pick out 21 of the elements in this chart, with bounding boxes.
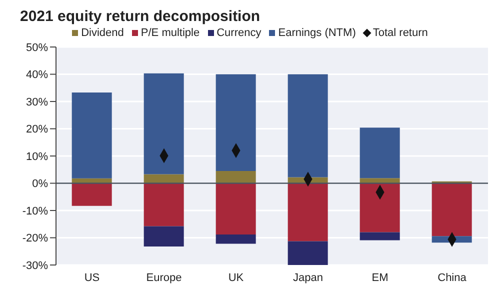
legend-label: Currency	[216, 27, 262, 39]
y-tick-label: -20%	[22, 232, 48, 245]
y-tick-label: 40%	[26, 69, 48, 82]
x-tick-label: China	[438, 272, 468, 284]
y-tick-label: 10%	[26, 150, 48, 163]
y-tick-label: 50%	[26, 42, 48, 54]
y-tick-label: -10%	[22, 205, 48, 218]
legend-label: Earnings (NTM)	[277, 27, 356, 39]
x-tick-label: Japan	[293, 272, 323, 284]
y-tick-label: 20%	[26, 124, 48, 136]
legend-label: P/E multiple	[140, 27, 200, 39]
y-tick-label: 0%	[32, 178, 48, 190]
y-tick-label: 30%	[26, 96, 48, 108]
chart-title: 2021 equity return decomposition	[19, 8, 262, 25]
legend-label: Total return	[372, 27, 428, 39]
x-tick-label: UK	[228, 272, 244, 284]
x-tick-label: EM	[372, 272, 388, 284]
y-tick-label: -30%	[22, 260, 48, 272]
legend-label: Dividend	[80, 27, 124, 39]
x-tick-label: Europe	[146, 272, 182, 284]
x-tick-label: US	[84, 272, 100, 284]
